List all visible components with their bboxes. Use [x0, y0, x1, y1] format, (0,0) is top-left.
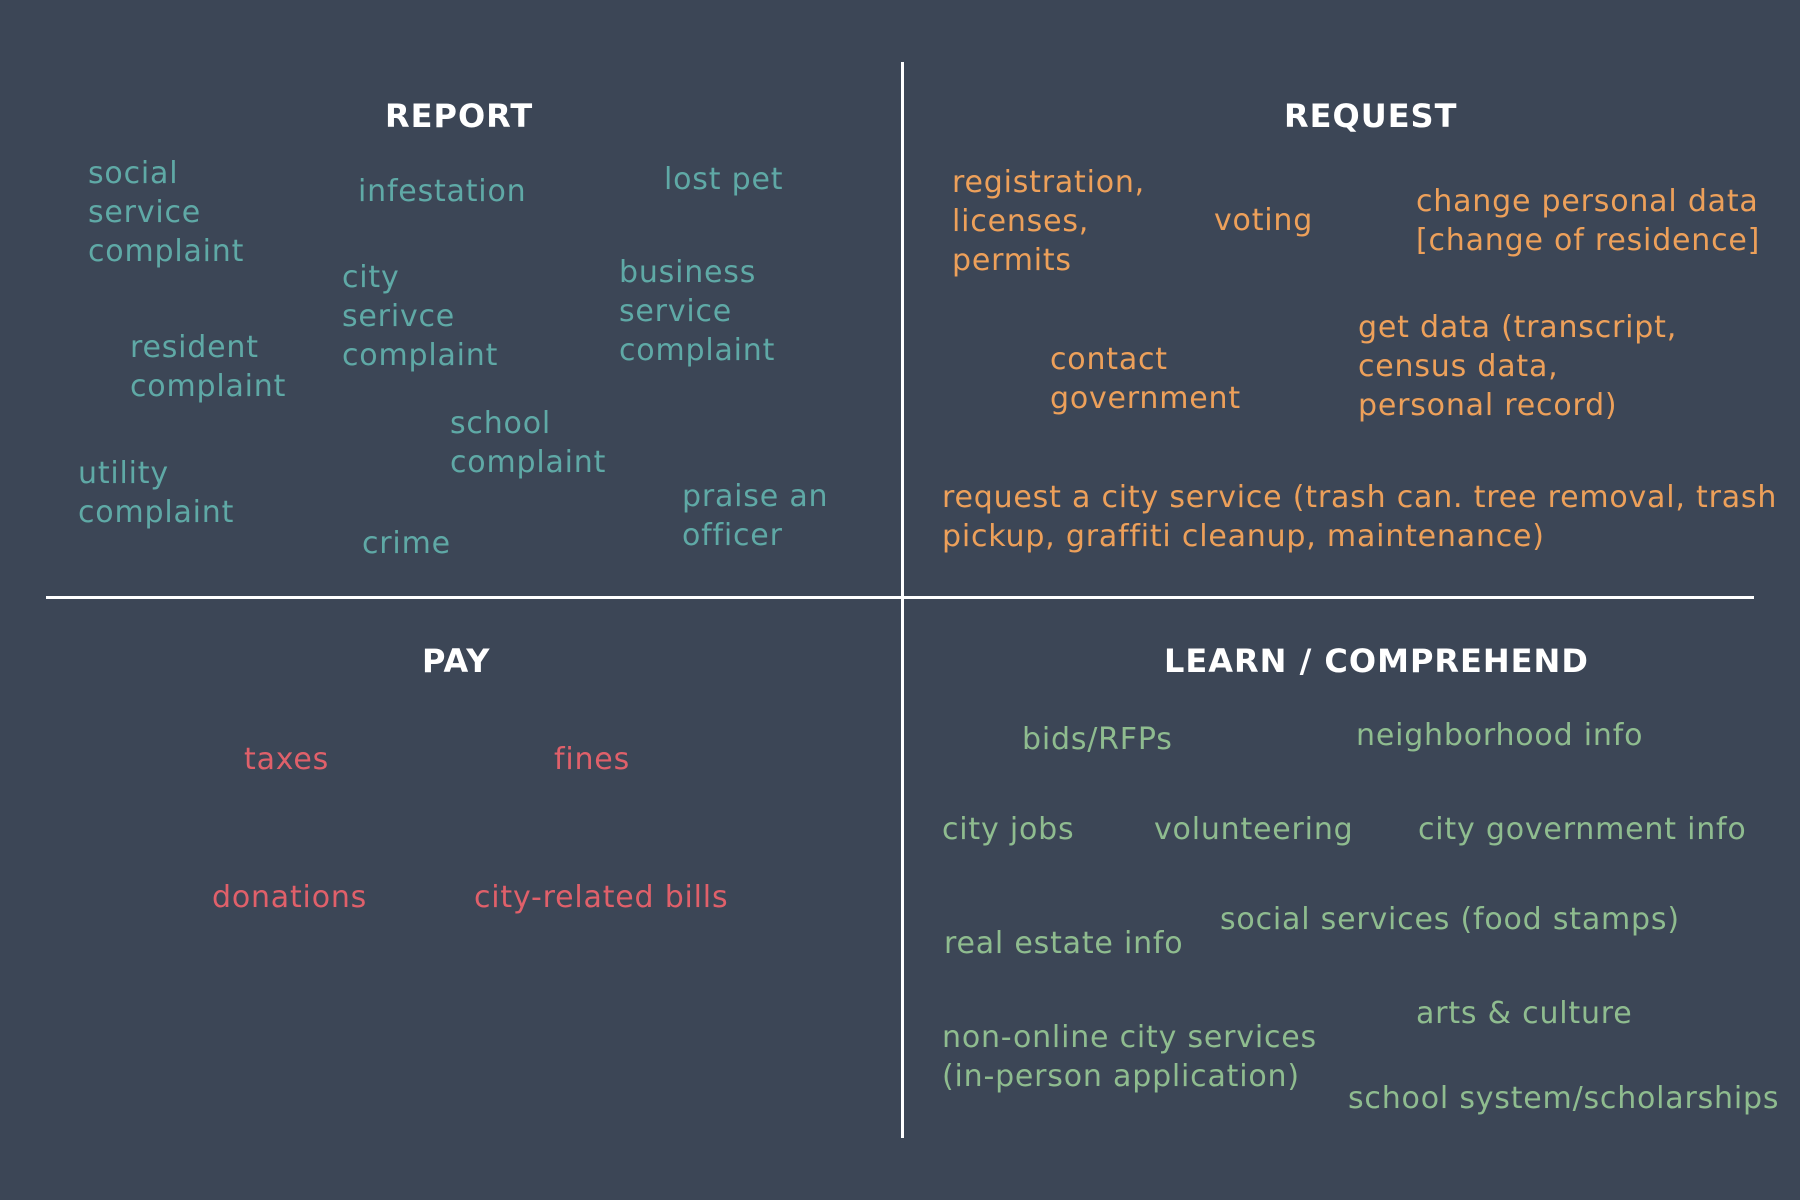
learn-item-social-services: social services (food stamps): [1220, 902, 1680, 937]
report-item-social-service-complaint: social service complaint: [88, 156, 245, 269]
request-item-change-personal-data: change personal data [change of residenc…: [1416, 184, 1761, 258]
pay-item-donations: donations: [212, 880, 368, 915]
report-item-praise-an-officer: praise an officer: [682, 479, 829, 553]
report-heading: REPORT: [385, 97, 534, 135]
learn-item-neighborhood-info: neighborhood info: [1356, 718, 1644, 753]
request-heading: REQUEST: [1284, 97, 1458, 135]
report-item-school-complaint: school complaint: [450, 406, 607, 480]
horizontal-divider: [46, 596, 1754, 599]
request-item-get-data: get data (transcript, census data, perso…: [1358, 310, 1678, 423]
pay-item-fines: fines: [554, 742, 630, 777]
learn-item-city-government-info: city government info: [1418, 812, 1747, 847]
report-item-infestation: infestation: [358, 174, 527, 209]
learn-item-real-estate-info: real estate info: [944, 926, 1184, 961]
report-item-utility-complaint: utility complaint: [78, 456, 235, 530]
request-item-contact-government: contact government: [1050, 342, 1241, 416]
report-item-business-service-complaint: business service complaint: [619, 255, 776, 368]
pay-item-city-related-bills: city-related bills: [474, 880, 729, 915]
report-item-city-service-complaint: city serivce complaint: [342, 260, 499, 373]
request-item-registration-licenses-permits: registration, licenses, permits: [952, 165, 1146, 278]
report-item-crime: crime: [362, 526, 451, 561]
learn-item-arts-culture: arts & culture: [1416, 996, 1633, 1031]
learn-item-volunteering: volunteering: [1154, 812, 1354, 847]
learn-item-city-jobs: city jobs: [942, 812, 1075, 847]
learn-item-school-system-scholarships: school system/scholarships: [1348, 1081, 1780, 1116]
request-item-request-city-service: request a city service (trash can. tree …: [942, 480, 1778, 554]
learn-heading: LEARN / COMPREHEND: [1164, 642, 1589, 680]
learn-item-non-online-city-services: non-online city services (in-person appl…: [942, 1020, 1317, 1094]
learn-item-bids-rfps: bids/RFPs: [1022, 722, 1173, 757]
request-item-voting: voting: [1214, 203, 1314, 238]
report-item-resident-complaint: resident complaint: [130, 330, 287, 404]
pay-item-taxes: taxes: [244, 742, 330, 777]
report-item-lost-pet: lost pet: [664, 162, 784, 197]
vertical-divider: [901, 62, 904, 1138]
pay-heading: PAY: [422, 642, 491, 680]
